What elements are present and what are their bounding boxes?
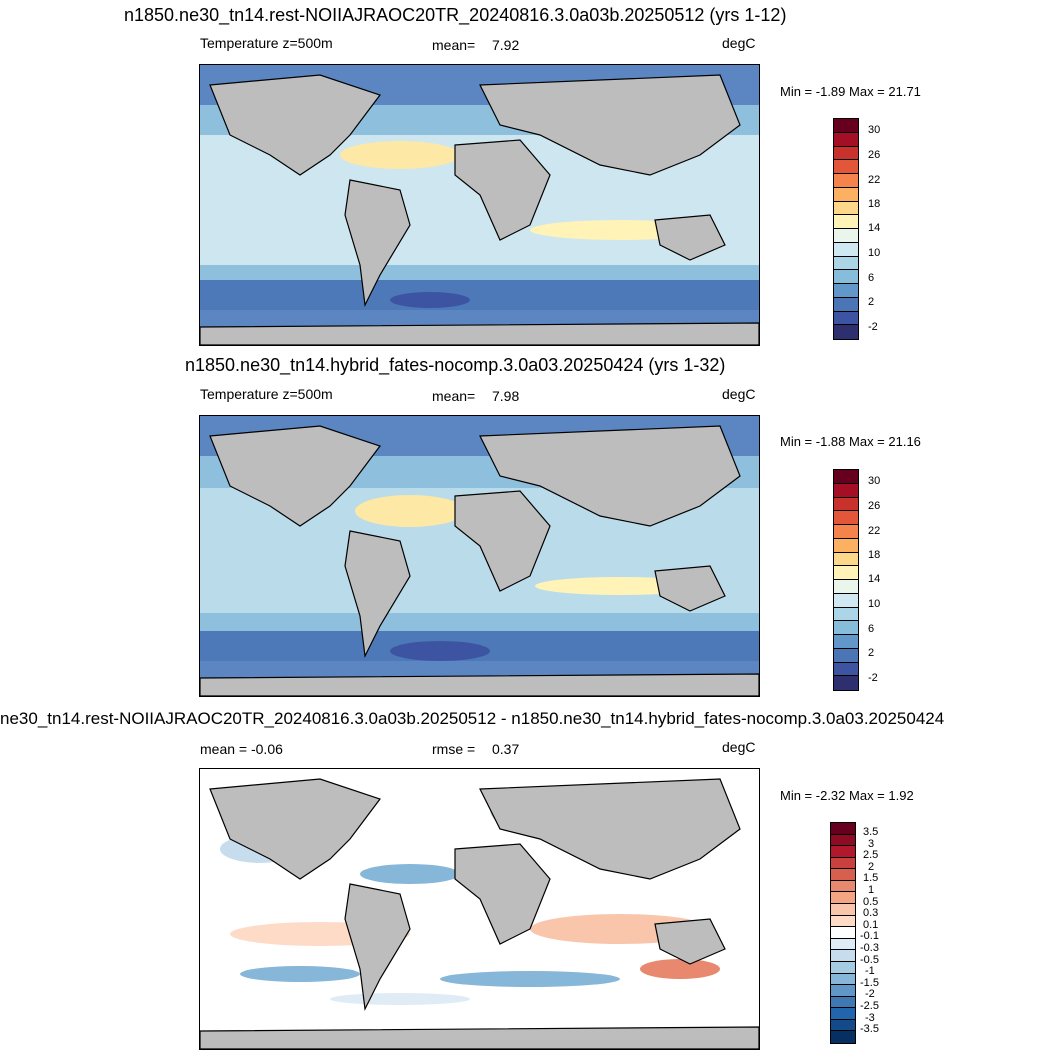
panel-3-tick: -2.5 [860,1000,879,1012]
panel-3-tick: -3 [865,1012,875,1024]
panel-1-tick: 14 [868,222,881,234]
panel-2-variable-label: Temperature z=500m [200,386,333,402]
panel-1-mean-label: mean= [432,37,476,53]
panel-3-tick: -2 [865,988,875,1000]
panel-1-tick: 6 [868,272,875,284]
panel-1-mean-value: 7.92 [492,37,520,53]
panel-3-tick: -1 [865,965,875,977]
panel-2-tick: 2 [868,647,875,659]
panel-1-minmax: Min = -1.89 Max = 21.71 [780,84,921,99]
panel-1-units: degC [722,35,756,51]
panel-2-tick: -2 [868,672,878,684]
panel-3-tick: 0.3 [863,907,879,919]
panel-2-tick: 6 [868,623,875,635]
panel-1-tick: 26 [868,149,881,161]
panel-3-tick: 2.5 [863,849,879,861]
panel-2-title: n1850.ne30_tn14.hybrid_fates-nocomp.3.0a… [185,355,726,375]
panel-3-mean: mean = -0.06 [200,741,283,757]
panel-3-tick: -1.5 [860,977,879,989]
panel-1-tick: 10 [868,247,881,259]
panel-3-tick: -3.5 [860,1023,879,1035]
panel-2-tick: 10 [868,598,881,610]
panel-3-tick: -0.5 [860,954,879,966]
panel-3-rmse-value: 0.37 [492,741,520,757]
panel-3-rmse-label: rmse = [432,741,476,757]
panel-1-map [199,64,760,346]
panel-3-colorbar [830,822,856,1044]
panel-2-minmax: Min = -1.88 Max = 21.16 [780,434,921,449]
panel-3-title: n1850.ne30_tn14.rest-NOIIAJRAOC20TR_2024… [0,709,945,728]
panel-2-mean-value: 7.98 [492,388,520,404]
panel-3-units: degC [722,739,756,755]
panel-1-title: n1850.ne30_tn14.rest-NOIIAJRAOC20TR_2024… [124,5,787,25]
panel-3-tick: 0.5 [863,896,879,908]
panel-2-tick: 22 [868,525,881,537]
panel-1-variable-label: Temperature z=500m [200,35,333,51]
panel-2-map [199,415,760,697]
panel-3-map [199,768,760,1050]
panel-1-tick: 22 [868,174,881,186]
panel-3-tick: 1.5 [863,872,879,884]
panel-2-tick: 30 [868,475,881,487]
panel-3-tick: 1 [868,884,875,896]
panel-3-tick: -0.3 [860,942,879,954]
panel-3-tick: 0.1 [863,919,879,931]
panel-3-tick: 3 [868,838,875,850]
panel-1-tick: 18 [868,198,881,210]
panel-2-tick: 14 [868,573,881,585]
panel-1-tick: 2 [868,296,875,308]
panel-3-tick: -0.1 [860,930,879,942]
panel-3-minmax: Min = -2.32 Max = 1.92 [780,788,914,803]
panel-2-units: degC [722,386,756,402]
panel-1-colorbar [833,118,859,340]
panel-2-mean-label: mean= [432,388,476,404]
panel-3-tick: 2 [868,861,875,873]
panel-2-tick: 26 [868,500,881,512]
panel-1-tick: 30 [868,124,881,136]
panel-1-tick: -2 [868,321,878,333]
panel-3-tick: 3.5 [863,826,879,838]
panel-2-tick: 18 [868,549,881,561]
panel-2-colorbar [833,469,859,691]
